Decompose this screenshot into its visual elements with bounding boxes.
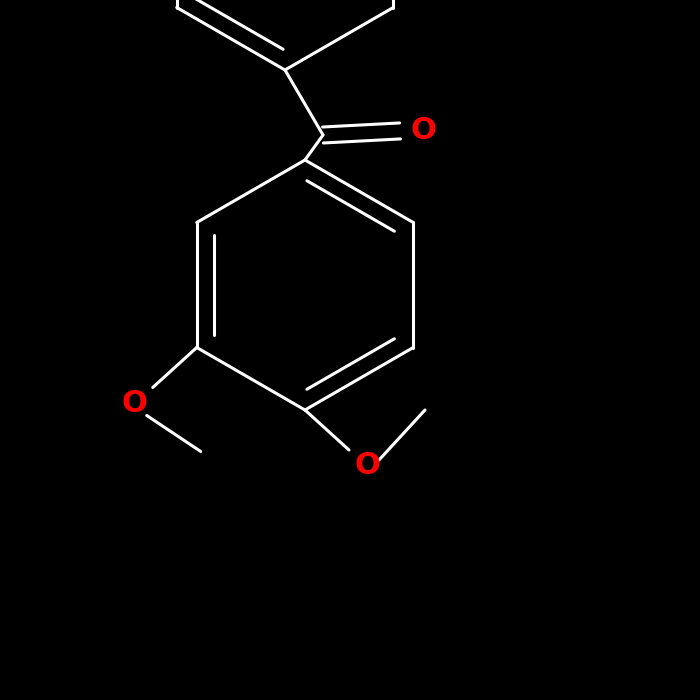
Text: O: O xyxy=(122,389,148,418)
Text: O: O xyxy=(354,452,380,480)
Text: O: O xyxy=(410,116,436,144)
